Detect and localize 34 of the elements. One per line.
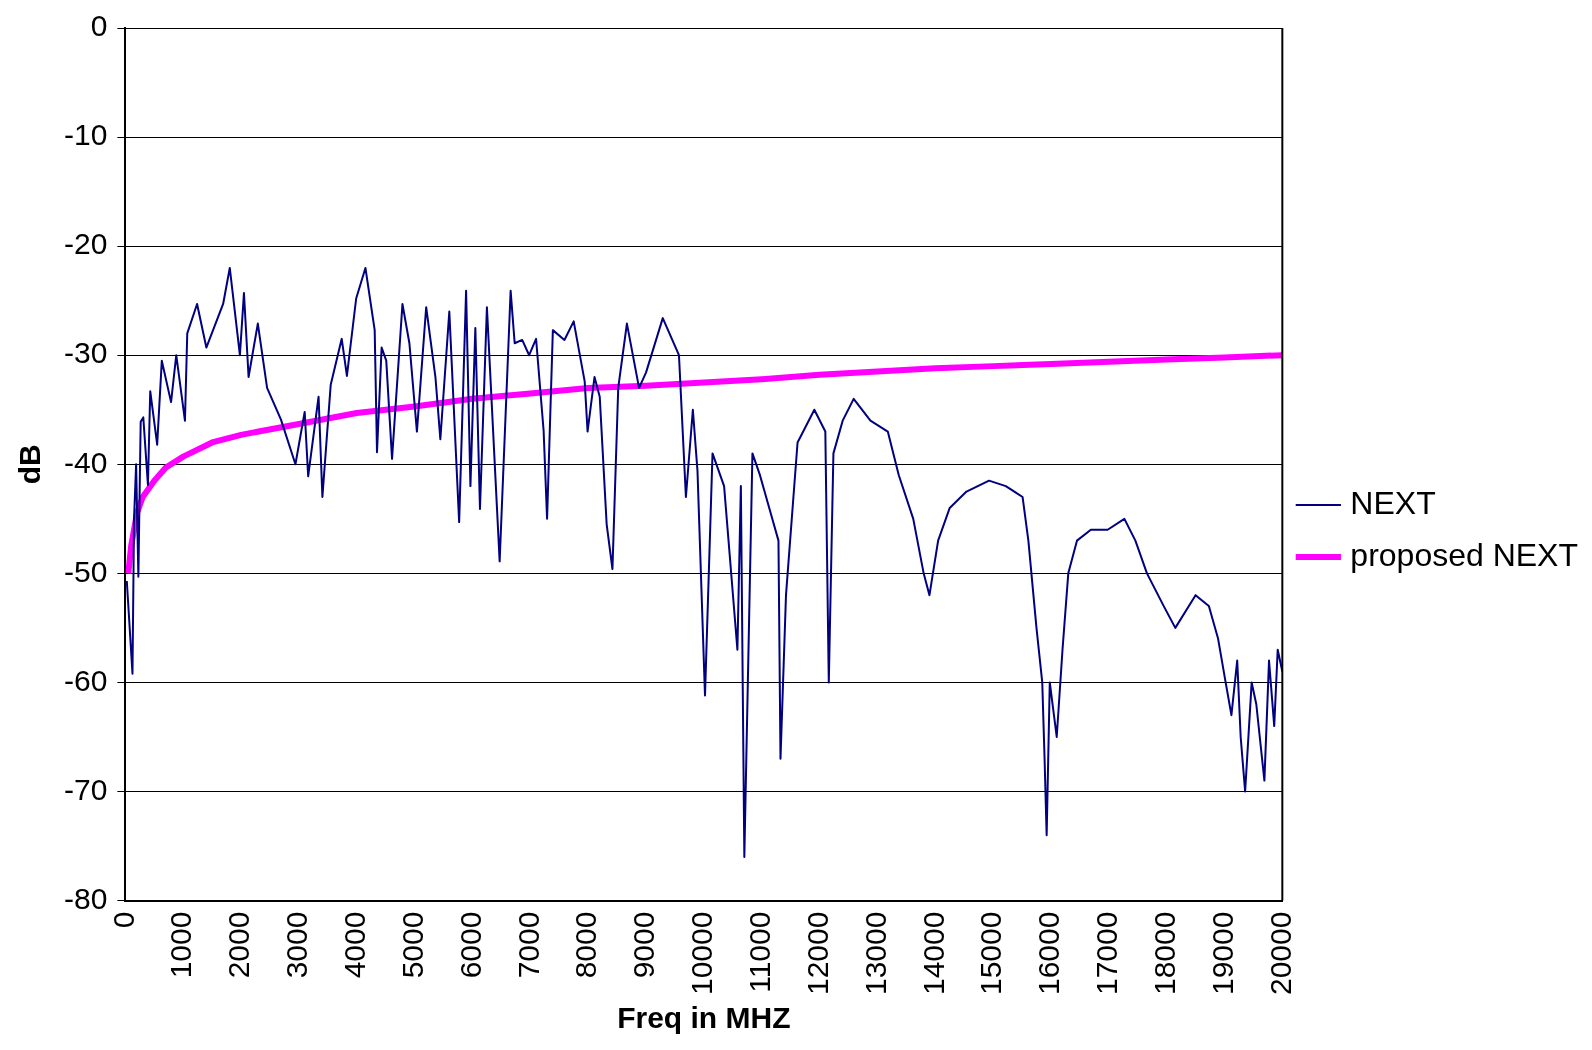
x-tick-label: 18000 — [1147, 911, 1181, 996]
x-tick-label: 4000 — [338, 911, 372, 979]
x-tick-label: 8000 — [569, 911, 603, 979]
x-tick-label: 14000 — [916, 911, 950, 996]
y-tick-label: -50 — [64, 554, 108, 588]
x-tick-label: 16000 — [1032, 911, 1066, 996]
x-tick-label: 0 — [106, 911, 140, 929]
legend-label: NEXT — [1350, 484, 1436, 521]
x-tick-label: 3000 — [280, 911, 314, 979]
x-tick-label: 17000 — [1090, 911, 1124, 996]
x-tick-label: 9000 — [627, 911, 661, 979]
x-tick-label: 20000 — [1263, 911, 1297, 996]
y-tick-label: -10 — [64, 118, 108, 152]
x-tick-label: 12000 — [800, 911, 834, 996]
x-tick-label: 10000 — [685, 911, 719, 996]
x-tick-label: 6000 — [453, 911, 487, 979]
x-axis-title: Freq in MHZ — [617, 1001, 791, 1035]
y-tick-label: -30 — [64, 336, 108, 370]
y-tick-label: -60 — [64, 663, 108, 697]
x-tick-label: 1000 — [164, 911, 198, 979]
y-tick-label: 0 — [90, 9, 108, 43]
x-tick-label: 13000 — [858, 911, 892, 996]
x-tick-label: 15000 — [974, 911, 1008, 996]
x-tick-label: 19000 — [1205, 911, 1239, 996]
y-tick-label: -20 — [64, 227, 108, 261]
y-tick-label: -70 — [64, 772, 108, 806]
x-tick-label: 11000 — [742, 911, 776, 993]
legend-label: proposed NEXT — [1350, 536, 1578, 573]
y-axis-title: dB — [13, 444, 47, 485]
x-tick-label: 5000 — [395, 911, 429, 979]
y-tick-label: -40 — [64, 445, 108, 479]
x-tick-label: 7000 — [511, 911, 545, 979]
y-tick-label: -80 — [64, 881, 108, 915]
x-tick-label: 2000 — [222, 911, 256, 979]
